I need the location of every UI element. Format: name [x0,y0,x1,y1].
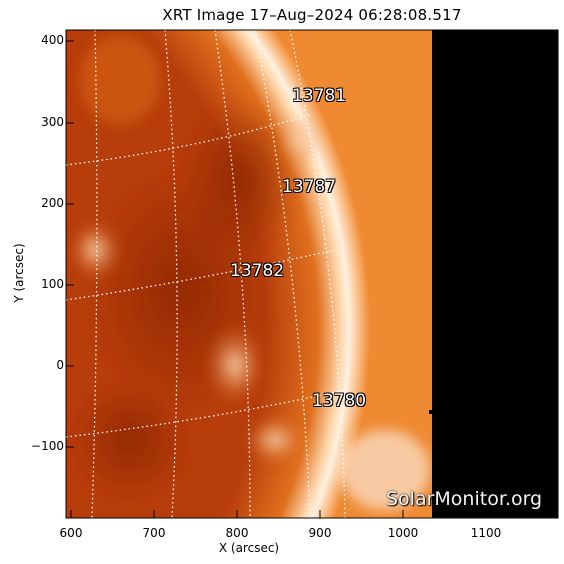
xtick-900: 900 [308,526,332,540]
region-label-13780: 13780 [312,391,367,411]
region-label-13787: 13787 [282,177,337,197]
ytick-0: 0 [56,358,64,372]
ytick-minus100: −100 [31,439,64,453]
xtick-700: 700 [142,526,166,540]
x-axis-label: X (arcsec) [218,541,280,555]
region-label-13782: 13782 [230,261,285,281]
xtick-600: 600 [59,526,83,540]
heliographic-grid [66,30,346,518]
ytick-100: 100 [41,277,64,291]
y-axis-label: Y (arcsec) [12,243,26,303]
axis-ticks [66,40,487,518]
ytick-300: 300 [41,115,64,129]
image-area [66,30,558,518]
xtick-1100: 1100 [470,526,502,540]
disk-texture [70,35,430,510]
xtick-800: 800 [225,526,249,540]
ytick-200: 200 [41,196,64,210]
no-data-region [432,30,558,518]
region-label-13781: 13781 [292,86,347,106]
xtick-1000: 1000 [387,526,419,540]
ytick-400: 400 [41,33,64,47]
plot-frame [65,29,559,519]
solarmonitor-watermark: SolarMonitor.org [386,488,543,510]
image-title: XRT Image 17–Aug–2024 06:28:08.517 [162,6,462,24]
